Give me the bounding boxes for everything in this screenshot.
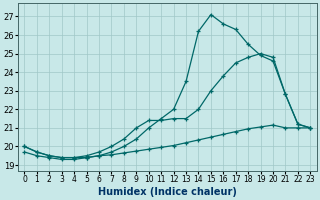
X-axis label: Humidex (Indice chaleur): Humidex (Indice chaleur)	[98, 187, 237, 197]
